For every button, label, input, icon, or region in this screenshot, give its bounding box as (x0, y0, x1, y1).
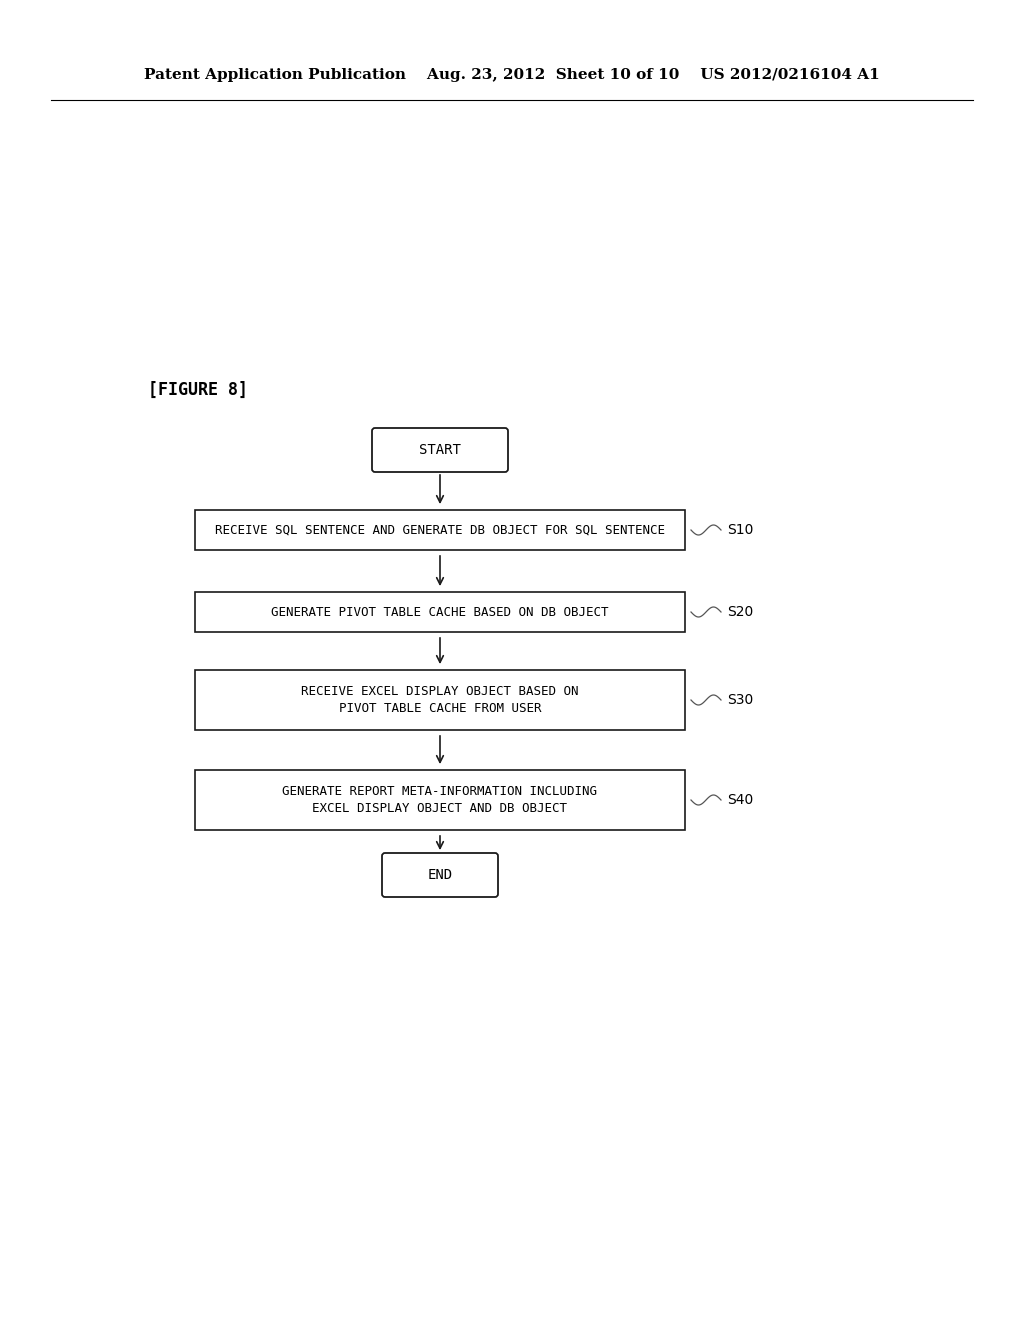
Text: S30: S30 (727, 693, 754, 708)
Bar (195, 770, 685, 830)
Bar (195, 671, 685, 730)
Text: [FIGURE 8]: [FIGURE 8] (148, 381, 248, 399)
Bar (195, 510, 685, 550)
Bar (195, 591, 685, 632)
Text: GENERATE REPORT META-INFORMATION INCLUDING
EXCEL DISPLAY OBJECT AND DB OBJECT: GENERATE REPORT META-INFORMATION INCLUDI… (283, 785, 597, 814)
Text: Patent Application Publication    Aug. 23, 2012  Sheet 10 of 10    US 2012/02161: Patent Application Publication Aug. 23, … (144, 69, 880, 82)
FancyBboxPatch shape (372, 428, 508, 473)
Text: S20: S20 (727, 605, 754, 619)
Text: GENERATE PIVOT TABLE CACHE BASED ON DB OBJECT: GENERATE PIVOT TABLE CACHE BASED ON DB O… (271, 606, 608, 619)
Text: S40: S40 (727, 793, 754, 807)
Text: START: START (419, 444, 461, 457)
Text: RECEIVE EXCEL DISPLAY OBJECT BASED ON
PIVOT TABLE CACHE FROM USER: RECEIVE EXCEL DISPLAY OBJECT BASED ON PI… (301, 685, 579, 715)
FancyBboxPatch shape (382, 853, 498, 898)
Text: S10: S10 (727, 523, 754, 537)
Text: END: END (427, 869, 453, 882)
Text: RECEIVE SQL SENTENCE AND GENERATE DB OBJECT FOR SQL SENTENCE: RECEIVE SQL SENTENCE AND GENERATE DB OBJ… (215, 524, 665, 536)
